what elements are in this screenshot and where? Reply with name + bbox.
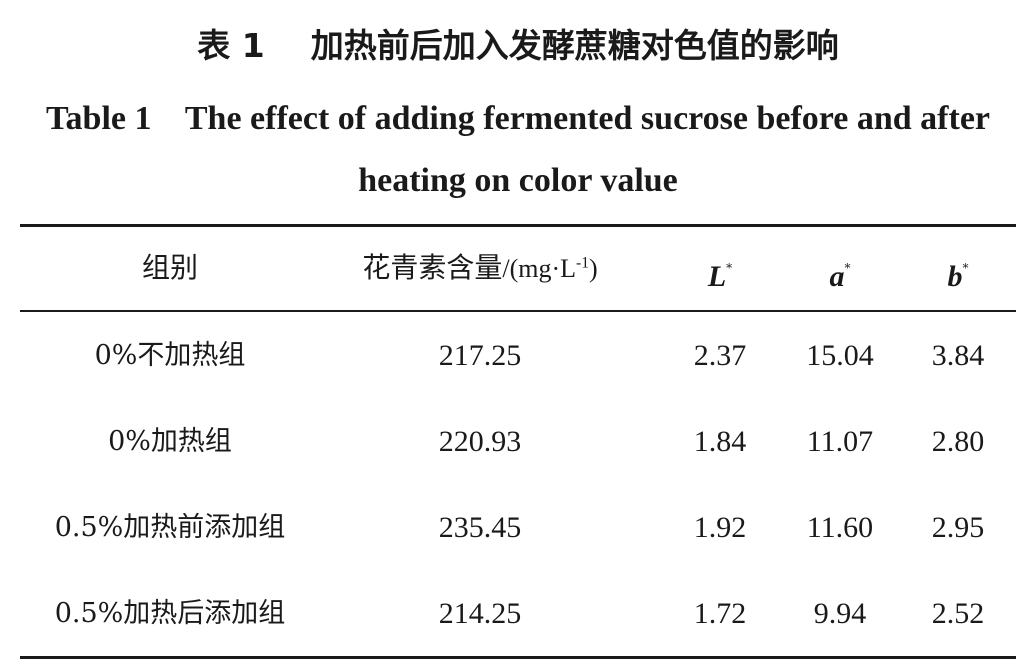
table-row-3-b: 2.95 xyxy=(931,511,985,544)
header-anthocyanin-unit: /(mg·L-1) xyxy=(502,254,598,283)
table-title-chinese: 表 1 加热前后加入发酵蔗糖对色值的影响 xyxy=(197,26,839,65)
table-row-3-anthocyanin: 235.45 xyxy=(438,511,522,544)
table-bottom-rule xyxy=(20,656,1016,659)
table-row-3-group: 0.5%加热前添加组 xyxy=(54,512,286,543)
table-top-rule xyxy=(20,224,1016,227)
unit-exponent: -1 xyxy=(576,254,589,272)
header-group: 组别 xyxy=(20,248,320,288)
header-group-label: 组别 xyxy=(141,251,198,284)
header-l-star: L* xyxy=(707,260,733,293)
table-row-4-a: 9.94 xyxy=(813,597,867,630)
header-anthocyanin: 花青素含量/(mg·L-1) xyxy=(320,248,640,289)
table-row-1-l: 2.37 xyxy=(693,339,747,372)
table-row-4-group: 0.5%加热后添加组 xyxy=(54,598,286,629)
table-row-2-group: 0%加热组 xyxy=(108,426,232,457)
header-b-star: b* xyxy=(947,260,969,293)
table-title-english: Table 1 The effect of adding fermented s… xyxy=(45,100,999,199)
table-row-4-anthocyanin: 214.25 xyxy=(438,597,522,630)
table-row-1-anthocyanin: 217.25 xyxy=(438,339,522,372)
table-row-1-b: 3.84 xyxy=(931,339,985,372)
table-row-2-b: 2.80 xyxy=(931,425,985,458)
table-row-3-l: 1.92 xyxy=(693,511,747,544)
table-row-1-group: 0%不加热组 xyxy=(94,340,246,371)
table-row-1-a: 15.04 xyxy=(806,339,874,372)
table-row-4-b: 2.52 xyxy=(931,597,985,630)
header-anthocyanin-label: 花青素含量 xyxy=(362,251,503,284)
table-header-rule xyxy=(20,310,1016,312)
table-row-4-l: 1.72 xyxy=(693,597,747,630)
table-row-2-l: 1.84 xyxy=(693,425,747,458)
table-row-3-a: 11.60 xyxy=(806,511,874,544)
table-row-2-a: 11.07 xyxy=(806,425,874,458)
table-row-2-anthocyanin: 220.93 xyxy=(438,425,522,458)
header-a-star: a* xyxy=(829,260,851,293)
